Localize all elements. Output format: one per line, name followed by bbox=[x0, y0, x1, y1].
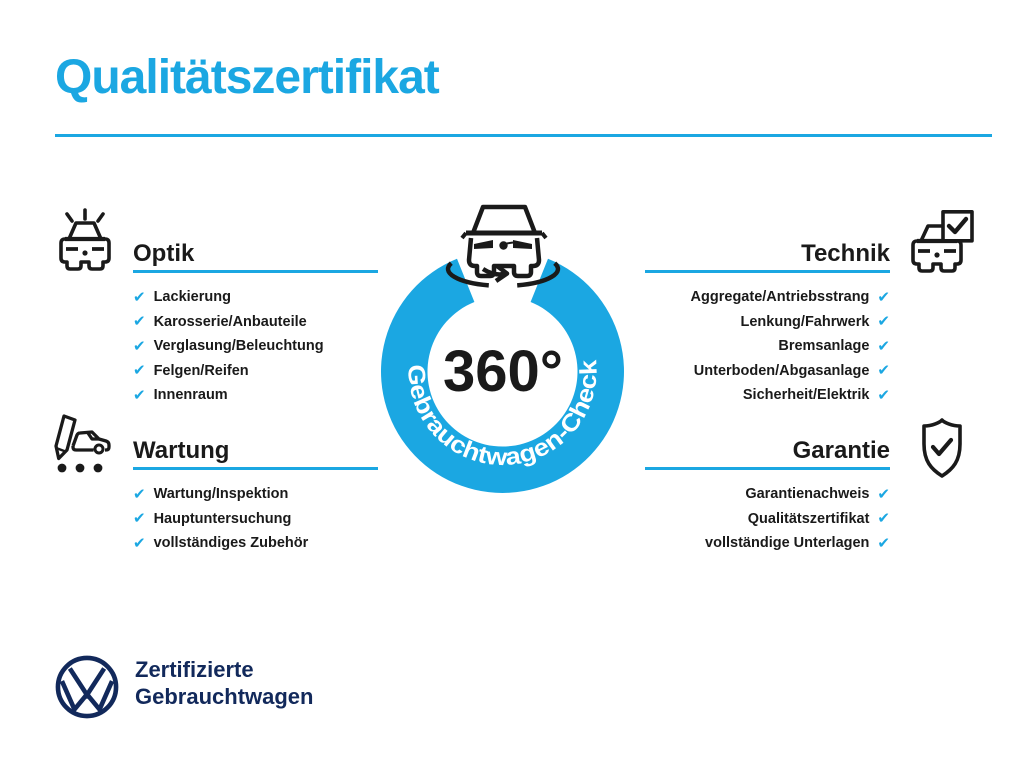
checklist-item: Unterboden/Abgasanlage ✔ bbox=[645, 359, 890, 384]
check-icon: ✔ bbox=[877, 361, 890, 380]
section-technik: Technik Aggregate/Antriebsstrang ✔ Lenkun… bbox=[645, 240, 890, 408]
vw-logo bbox=[54, 654, 120, 725]
item-label: Unterboden/Abgasanlage bbox=[693, 362, 870, 379]
check-icon: ✔ bbox=[133, 336, 146, 355]
item-label: Karosserie/Anbauteile bbox=[153, 313, 307, 330]
section-underline bbox=[133, 270, 378, 273]
item-label: Innenraum bbox=[153, 387, 228, 404]
item-label: vollständiges Zubehör bbox=[153, 535, 309, 552]
checklist-item: vollständige Unterlagen ✔ bbox=[645, 531, 890, 556]
header-divider bbox=[55, 134, 992, 137]
checklist-item: ✔ Lackierung bbox=[133, 285, 378, 310]
360-check-badge: Gebrauchtwagen-Check 360° bbox=[365, 185, 645, 510]
page-title: Qualitätszertifikat bbox=[55, 51, 440, 104]
brand-text: Zertifizierte Gebrauchtwagen bbox=[135, 656, 313, 710]
rotating-car-icon bbox=[445, 204, 561, 288]
item-label: Bremsanlage bbox=[778, 338, 870, 355]
item-label: Aggregate/Antriebsstrang bbox=[690, 289, 870, 306]
car-checkbox-icon bbox=[906, 210, 974, 278]
item-label: Sicherheit/Elektrik bbox=[742, 387, 870, 404]
check-icon: ✔ bbox=[133, 509, 146, 528]
checklist-item: Qualitätszertifikat ✔ bbox=[645, 507, 890, 532]
check-icon: ✔ bbox=[877, 484, 890, 503]
check-icon: ✔ bbox=[877, 509, 890, 528]
checklist-item: ✔ Hauptuntersuchung bbox=[133, 507, 378, 532]
check-icon: ✔ bbox=[877, 312, 890, 331]
section-underline bbox=[133, 467, 378, 470]
section-title-technik: Technik bbox=[801, 240, 890, 267]
section-optik: Optik ✔ Lackierung ✔ Karosserie/Anbauteile… bbox=[133, 240, 378, 408]
item-label: Hauptuntersuchung bbox=[153, 510, 292, 527]
item-label: Lenkung/Fahrwerk bbox=[740, 313, 870, 330]
checklist-garantie: Garantienachweis ✔ Qualitätszertifikat ✔ v… bbox=[645, 482, 890, 556]
check-icon: ✔ bbox=[133, 361, 146, 380]
checklist-wartung: ✔ Wartung/Inspektion ✔ Hauptuntersuchung ✔… bbox=[133, 482, 378, 556]
item-label: Verglasung/Beleuchtung bbox=[153, 338, 324, 355]
brand-line-1: Zertifizierte bbox=[135, 657, 254, 682]
checklist-item: Garantienachweis ✔ bbox=[645, 482, 890, 507]
checklist-technik: Aggregate/Antriebsstrang ✔ Lenkung/Fahrwe… bbox=[645, 285, 890, 408]
degree-label: 360° bbox=[443, 339, 563, 404]
checklist-item: ✔ vollständiges Zubehör bbox=[133, 531, 378, 556]
check-icon: ✔ bbox=[877, 287, 890, 306]
item-label: Felgen/Reifen bbox=[153, 362, 249, 379]
item-label: Qualitätszertifikat bbox=[747, 510, 870, 527]
section-underline bbox=[645, 270, 890, 273]
checklist-item: Aggregate/Antriebsstrang ✔ bbox=[645, 285, 890, 310]
brand-line-2: Gebrauchtwagen bbox=[135, 684, 314, 709]
checklist-item: Lenkung/Fahrwerk ✔ bbox=[645, 310, 891, 335]
check-icon: ✔ bbox=[133, 385, 146, 404]
item-label: Garantienachweis bbox=[745, 486, 870, 503]
section-garantie: Garantie Garantienachweis ✔ Qualitätszert… bbox=[645, 437, 890, 556]
checklist-item: Bremsanlage ✔ bbox=[645, 334, 890, 359]
item-label: Wartung/Inspektion bbox=[153, 486, 289, 503]
shield-check-icon bbox=[916, 416, 968, 480]
ring-shape bbox=[380, 258, 624, 493]
section-title-garantie: Garantie bbox=[792, 437, 890, 464]
section-wartung: Wartung ✔ Wartung/Inspektion ✔ Hauptunters… bbox=[133, 437, 378, 556]
checklist-item: ✔ Karosserie/Anbauteile bbox=[133, 310, 378, 335]
item-label: Lackierung bbox=[153, 289, 231, 306]
section-underline bbox=[645, 467, 890, 470]
checklist-item: ✔ Felgen/Reifen bbox=[133, 359, 378, 384]
section-title-optik: Optik bbox=[133, 240, 195, 267]
check-icon: ✔ bbox=[877, 533, 890, 552]
pencil-car-icon bbox=[48, 412, 112, 476]
check-icon: ✔ bbox=[133, 312, 146, 331]
checklist-item: ✔ Verglasung/Beleuchtung bbox=[133, 334, 378, 359]
section-title-wartung: Wartung bbox=[133, 437, 230, 464]
checklist-item: Sicherheit/Elektrik ✔ bbox=[645, 383, 890, 408]
item-label: vollständige Unterlagen bbox=[705, 535, 870, 552]
check-icon: ✔ bbox=[133, 287, 146, 306]
check-icon: ✔ bbox=[133, 533, 146, 552]
check-icon: ✔ bbox=[133, 484, 146, 503]
check-icon: ✔ bbox=[877, 385, 890, 404]
checklist-item: ✔ Wartung/Inspektion bbox=[133, 482, 378, 507]
car-shine-icon bbox=[52, 206, 118, 276]
checklist-item: ✔ Innenraum bbox=[133, 383, 378, 408]
checklist-optik: ✔ Lackierung ✔ Karosserie/Anbauteile ✔ Verg… bbox=[133, 285, 378, 408]
check-icon: ✔ bbox=[877, 336, 890, 355]
